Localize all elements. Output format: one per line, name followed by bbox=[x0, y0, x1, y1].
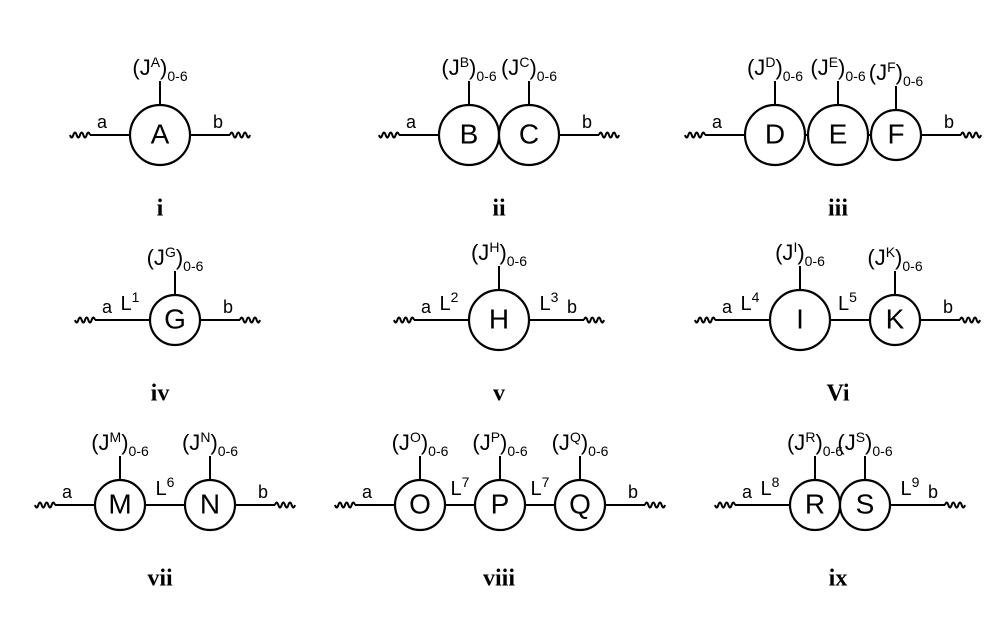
node-superscript-label: (JE)0-6 bbox=[810, 54, 865, 84]
node-letter: P bbox=[491, 488, 510, 519]
node-letter: Q bbox=[569, 488, 591, 519]
diagram-canvas: A (JA)0-6 a b i B (JB)0-6 C (JC)0-6 a b ii D (JD)0-6 E… bbox=[0, 0, 998, 622]
node-letter: O bbox=[409, 488, 431, 519]
panel-caption: i bbox=[157, 196, 164, 222]
node-superscript-label: (JF)0-6 bbox=[869, 59, 924, 89]
linker-label: L1 bbox=[121, 289, 140, 315]
node-superscript-label: (JQ)0-6 bbox=[552, 429, 609, 459]
terminal-label-a: a bbox=[102, 297, 113, 317]
node-letter: H bbox=[489, 303, 509, 334]
panel-caption: iii bbox=[828, 196, 848, 222]
node-superscript-label: (JK)0-6 bbox=[867, 244, 922, 274]
terminal-label-a: a bbox=[712, 112, 723, 132]
linker-label: L7 bbox=[451, 474, 470, 500]
linker-label: L9 bbox=[901, 474, 920, 500]
panel-caption: vii bbox=[147, 566, 173, 592]
node-letter: S bbox=[856, 488, 875, 519]
node-letter: R bbox=[805, 488, 825, 519]
node-letter: F bbox=[887, 118, 904, 149]
terminal-label-a: a bbox=[97, 112, 108, 132]
terminal-label-a: a bbox=[62, 482, 73, 502]
node-superscript-label: (JN)0-6 bbox=[182, 429, 238, 459]
node-superscript-label: (JR)0-6 bbox=[787, 429, 843, 459]
terminal-label-a: a bbox=[406, 112, 417, 132]
terminal-label-b: b bbox=[928, 482, 938, 502]
terminal-label-b: b bbox=[213, 112, 223, 132]
node-superscript-label: (JS)0-6 bbox=[837, 429, 892, 459]
node-letter: C bbox=[519, 118, 539, 149]
node-letter: A bbox=[151, 118, 170, 149]
terminal-label-b: b bbox=[223, 297, 233, 317]
terminal-label-a: a bbox=[362, 482, 373, 502]
node-letter: D bbox=[765, 118, 785, 149]
linker-label: L5 bbox=[838, 289, 857, 315]
terminal-label-a: a bbox=[742, 482, 753, 502]
node-superscript-label: (JD)0-6 bbox=[747, 54, 803, 84]
panel-caption: Vi bbox=[826, 381, 849, 407]
node-superscript-label: (JM)0-6 bbox=[91, 429, 149, 459]
panel-caption: ii bbox=[492, 196, 506, 222]
terminal-label-b: b bbox=[582, 112, 592, 132]
node-letter: N bbox=[200, 488, 220, 519]
node-superscript-label: (JI)0-6 bbox=[775, 239, 825, 269]
node-superscript-label: (JP)0-6 bbox=[472, 429, 527, 459]
linker-label: L6 bbox=[156, 474, 175, 500]
panel-caption: ix bbox=[829, 566, 848, 592]
terminal-label-b: b bbox=[944, 112, 954, 132]
node-letter: K bbox=[886, 303, 905, 334]
panel-caption: iv bbox=[151, 381, 170, 407]
linker-label: L7 bbox=[531, 474, 550, 500]
node-superscript-label: (JA)0-6 bbox=[132, 54, 187, 84]
terminal-label-b: b bbox=[628, 482, 638, 502]
node-superscript-label: (JO)0-6 bbox=[392, 429, 449, 459]
node-superscript-label: (JC)0-6 bbox=[501, 54, 557, 84]
linker-label: L2 bbox=[440, 289, 459, 315]
terminal-label-b: b bbox=[943, 297, 953, 317]
terminal-label-a: a bbox=[722, 297, 733, 317]
node-letter: E bbox=[829, 118, 848, 149]
node-letter: B bbox=[460, 118, 479, 149]
terminal-label-a: a bbox=[421, 297, 432, 317]
node-letter: I bbox=[796, 303, 804, 334]
terminal-label-b: b bbox=[258, 482, 268, 502]
node-superscript-label: (JB)0-6 bbox=[441, 54, 496, 84]
node-superscript-label: (JH)0-6 bbox=[471, 239, 527, 269]
node-superscript-label: (JG)0-6 bbox=[147, 244, 204, 274]
panel-caption: viii bbox=[483, 566, 515, 592]
node-letter: G bbox=[164, 303, 186, 334]
linker-label: L3 bbox=[540, 289, 559, 315]
node-letter: M bbox=[108, 488, 131, 519]
terminal-label-b: b bbox=[567, 297, 577, 317]
panel-caption: v bbox=[493, 381, 505, 407]
linker-label: L4 bbox=[741, 289, 760, 315]
linker-label: L8 bbox=[761, 474, 780, 500]
